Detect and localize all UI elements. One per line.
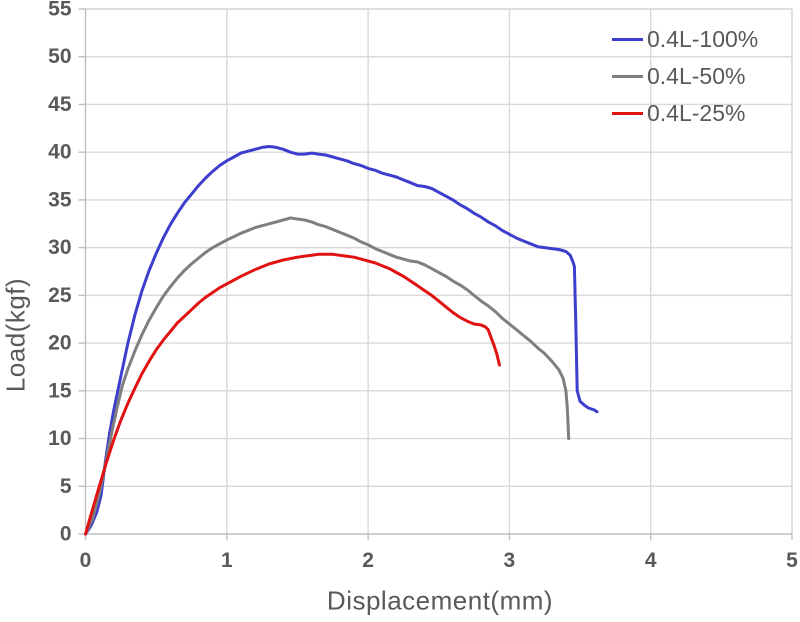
tick-label-x-1: 1 [221, 549, 233, 572]
series-line-0.4L-50% [84, 216, 571, 536]
legend-item-0.4L-100%: 0.4L-100% [612, 26, 759, 52]
legend-line-sample-gray [612, 75, 643, 78]
legend-line-sample-red [612, 112, 643, 115]
tick-label-y-10: 10 [48, 427, 71, 450]
tick-label-y-30: 30 [48, 236, 71, 259]
legend-item-0.4L-50%: 0.4L-50% [612, 63, 758, 89]
series-line-0.4L-25% [84, 252, 501, 536]
tick-label-x-0: 0 [80, 549, 92, 572]
tick-label-y-0: 0 [60, 523, 72, 546]
legend-label: 0.4L-25% [647, 100, 746, 126]
legend-item-0.4L-25%: 0.4L-25% [612, 100, 758, 126]
legend-line-sample-blue [612, 38, 643, 41]
tick-label-y-5: 5 [60, 475, 72, 498]
tick-label-x-2: 2 [362, 549, 374, 572]
x-axis-title: Displacement(mm) [326, 585, 554, 616]
tick-label-y-35: 35 [48, 188, 72, 211]
tick-label-y-15: 15 [48, 379, 72, 402]
tick-label-y-55: 55 [48, 0, 72, 21]
tick-label-y-40: 40 [48, 141, 71, 164]
tick-label-y-20: 20 [48, 332, 71, 355]
legend: 0.4L-100% 0.4L-50% 0.4L-25% [612, 26, 759, 126]
tick-label-y-25: 25 [48, 284, 72, 307]
tick-label-y-45: 45 [48, 93, 72, 116]
legend-label: 0.4L-50% [647, 63, 746, 89]
y-axis-title: Load(kgf) [0, 277, 31, 393]
tick-label-y-50: 50 [48, 45, 71, 68]
legend-label: 0.4L-100% [647, 26, 759, 52]
tick-label-x-5: 5 [786, 549, 798, 572]
tick-label-x-4: 4 [645, 549, 657, 572]
series-line-0.4L-100% [84, 145, 599, 536]
tick-label-x-3: 3 [504, 549, 516, 572]
